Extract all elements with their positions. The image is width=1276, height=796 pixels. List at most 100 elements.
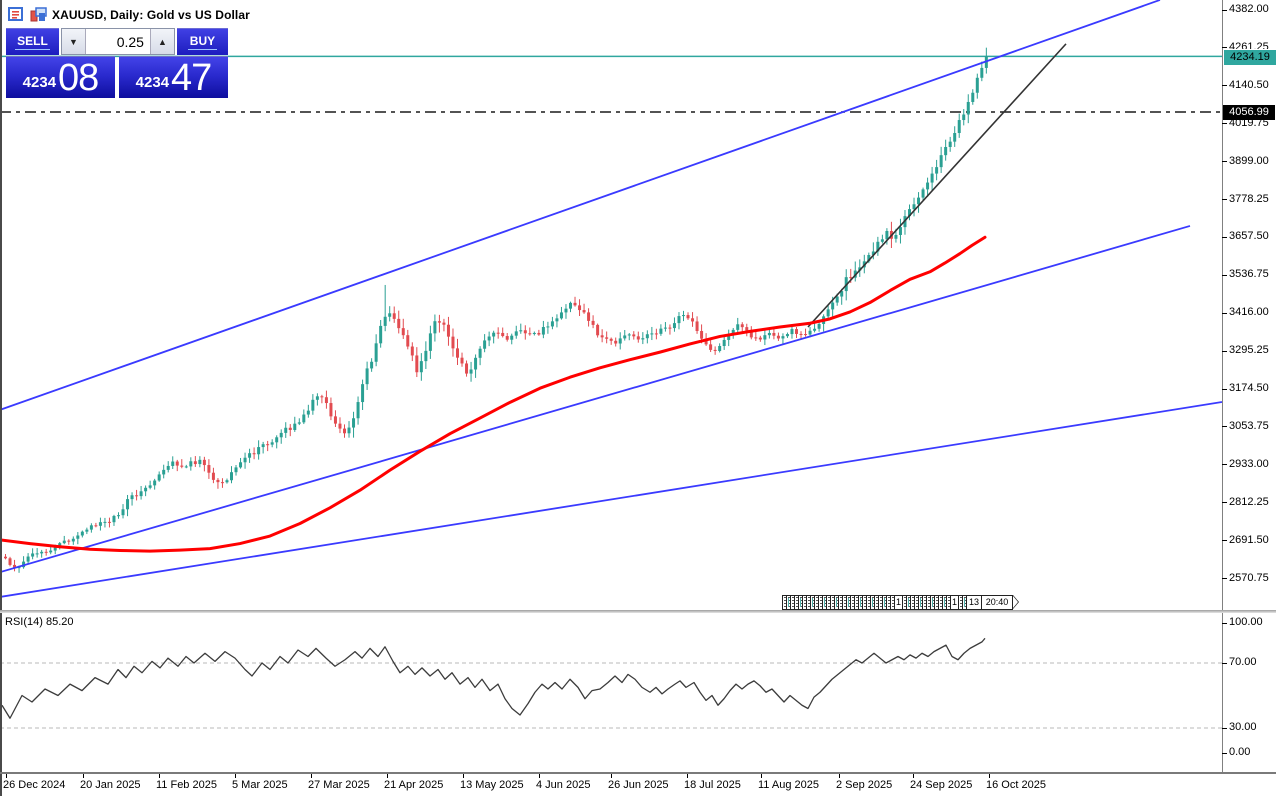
candle-body	[826, 309, 830, 317]
candle-body	[505, 336, 509, 340]
time-axis-tick	[989, 774, 990, 778]
candle-body	[691, 318, 695, 322]
strip-cell	[922, 595, 926, 610]
time-axis-label: 5 Mar 2025	[232, 779, 288, 791]
strip-cell	[782, 595, 786, 610]
rsi-axis-label: 30.00	[1229, 721, 1257, 733]
time-axis-label: 21 Apr 2025	[384, 779, 444, 791]
price-axis-tick	[1222, 388, 1227, 390]
candle-body	[935, 167, 939, 174]
strip-cell	[942, 595, 946, 610]
candle-body	[785, 334, 789, 337]
lower-channel-line[interactable]	[0, 401, 1222, 598]
market-watch-icon[interactable]	[8, 7, 24, 22]
time-axis-tick	[761, 774, 762, 778]
window-left-border	[0, 0, 2, 796]
candle-body	[645, 334, 649, 339]
strip-label: 1	[950, 595, 958, 610]
strip-cell	[822, 595, 826, 610]
candle-body	[582, 310, 586, 313]
volume-decrease-button[interactable]: ▼	[62, 29, 87, 54]
candle-body	[8, 558, 12, 565]
candle-body	[763, 335, 767, 340]
candle-body	[519, 330, 523, 332]
candle-body	[433, 321, 437, 334]
chart-title-bar: XAUUSD, Daily: Gold vs US Dollar	[8, 7, 250, 22]
time-axis-label: 16 Oct 2025	[986, 779, 1046, 791]
pane-divider[interactable]	[0, 610, 1276, 613]
candle-body	[202, 459, 206, 466]
candle-body	[876, 241, 880, 252]
candle-body	[975, 77, 979, 93]
strip-cell	[802, 595, 806, 610]
strip-cell	[786, 595, 790, 610]
upper-channel-line[interactable]	[0, 0, 1161, 411]
price-axis-label: 4019.75	[1229, 116, 1269, 129]
buy-price-display[interactable]: 4234 47	[119, 56, 228, 98]
candle-body	[474, 357, 478, 370]
black-trendline[interactable]	[807, 43, 1067, 328]
candle-body	[130, 495, 134, 500]
candle-body	[754, 337, 758, 339]
time-axis-tick	[235, 774, 236, 778]
candle-body	[252, 453, 256, 455]
candle-body	[175, 461, 179, 466]
candle-body	[58, 543, 62, 547]
price-axis-tick	[1222, 426, 1227, 428]
price-axis-tick	[1222, 85, 1227, 87]
time-axis-tick	[387, 774, 388, 778]
candle-body	[315, 396, 319, 400]
mid-channel-line[interactable]	[0, 225, 1191, 574]
candle-body	[709, 344, 713, 350]
candle-body	[713, 349, 717, 351]
volume-value[interactable]: 0.25	[86, 29, 150, 54]
candle-body	[293, 423, 297, 430]
strip-cell	[834, 595, 838, 610]
time-axis-tick	[539, 774, 540, 778]
time-axis-label: 26 Jun 2025	[608, 779, 669, 791]
price-axis-tick	[1222, 274, 1227, 276]
candle-body	[234, 467, 238, 473]
price-axis-label: 3657.50	[1229, 230, 1269, 243]
candle-body	[230, 472, 233, 481]
strip-cell	[962, 595, 966, 610]
candle-body	[424, 350, 428, 362]
price-axis-label: 3174.50	[1229, 382, 1269, 394]
sell-price-display[interactable]: 4234 08	[6, 56, 115, 98]
candle-body	[428, 333, 432, 351]
buy-button[interactable]: BUY	[176, 28, 228, 55]
candle-body	[767, 332, 771, 336]
candle-body	[663, 327, 667, 329]
candle-body	[288, 427, 292, 430]
candle-body	[840, 291, 844, 297]
chart-window-icon[interactable]	[30, 7, 47, 22]
candle-body	[80, 531, 84, 536]
strip-cell	[858, 595, 862, 610]
candle-body	[465, 363, 469, 374]
candle-body	[456, 348, 459, 358]
rsi-axis-tick	[1222, 727, 1227, 729]
price-axis-tick	[1222, 578, 1227, 579]
strip-cell	[930, 595, 934, 610]
sell-button[interactable]: SELL	[6, 28, 60, 55]
candle-body	[139, 491, 143, 497]
candle-body	[302, 414, 306, 423]
candle-body	[799, 333, 803, 335]
candle-body	[415, 355, 419, 373]
candle-body	[388, 313, 392, 317]
buy-price-main: 4234	[135, 74, 170, 91]
candle-body	[917, 197, 921, 205]
candle-body	[668, 327, 672, 329]
candle-body	[442, 322, 446, 325]
candle-body	[406, 335, 410, 347]
candle-body	[496, 332, 500, 334]
candle-body	[555, 318, 559, 322]
candle-body	[31, 553, 35, 557]
strip-cell	[806, 595, 810, 610]
candle-body	[781, 336, 785, 339]
candle-body	[718, 346, 722, 351]
candle-body	[62, 540, 66, 544]
volume-increase-button[interactable]: ▲	[149, 29, 174, 54]
candle-body	[365, 368, 369, 385]
